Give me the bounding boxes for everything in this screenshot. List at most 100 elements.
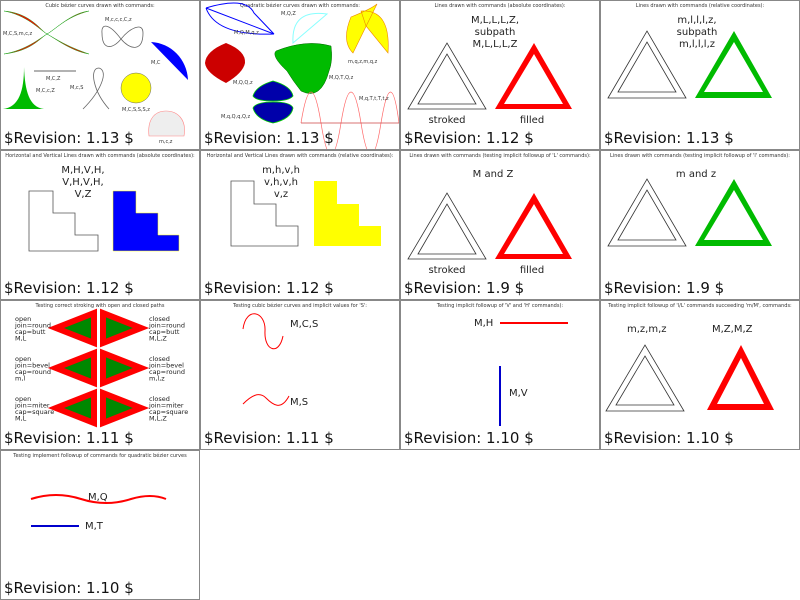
path-label: M,C,S [290,319,318,330]
stroked-triangle [607,30,687,99]
path-label: m,h,v,h [262,165,300,176]
revision-text: $Revision: 1.11 $ [4,429,134,447]
revision-text: $Revision: 1.9 $ [404,279,524,297]
curve-label: M,c,S [70,85,83,91]
curve-label: M,Q,T,Q,z [329,75,354,81]
stroked-triangle [407,42,487,110]
dome-shape [148,110,185,137]
path-label: M,L,L,L,Z, [471,15,519,26]
right-path-description: join=bevel [148,362,184,370]
path-label: M,H [474,318,493,329]
left-path-description: join=miter [14,402,50,410]
revision-text: $Revision: 1.12 $ [4,279,134,297]
filled-triangle [495,193,572,259]
filled-label: filled [520,265,544,276]
path-label: M,T [85,521,104,532]
cubic-S-drawing: Testing cubic bézier curves and implicit… [204,302,367,447]
right-path-description: closed [149,395,170,403]
cell-title: Horizontal and Vertical Lines drawn with… [207,153,394,159]
test-cell-hv-relative: Horizontal and Vertical Lines drawn with… [200,150,400,300]
curve-label: M,c,c,c,C,z [105,17,132,23]
cell-title: Lines drawn with commands (testing impli… [610,153,790,159]
right-path-description: cap=round [149,368,185,376]
quadratic-followup-drawing: Testing implement followup of commands f… [4,452,187,597]
path-label: M,V [509,388,528,399]
left-path-description: cap=round [15,368,51,376]
path-label: V,Z [75,189,92,200]
revision-text: $Revision: 1.10 $ [4,579,134,597]
cell-title: Cubic bézier curves drawn with commands: [45,2,155,9]
revision-text: $Revision: 1.13 $ [4,129,134,147]
filled-label: filled [520,115,544,126]
left-path-description: open [15,395,31,403]
lines-absolute-drawing: Lines drawn with commands (absolute coor… [404,3,572,147]
curve-label: M,Q,M,q,z [234,30,259,36]
path-label: M and Z [473,169,514,180]
test-cell-implicit-after-m: Testing implicit followup of 'l/L' comma… [600,300,800,450]
cell-title: Testing cubic bézier curves and implicit… [232,302,367,309]
curve-label: M,q,Q,q,Q,z [221,114,250,120]
path-label: subpath [677,27,718,38]
right-path-description: closed [149,315,170,323]
revision-text: $Revision: 1.12 $ [404,129,534,147]
MS-curve [242,394,290,406]
stroked-staircase [28,190,99,252]
implicit-VH-drawing: Testing implicit followup of 'V' and 'H'… [404,303,568,447]
test-cell-quadratic: Quadratic bézier curves drawn with comma… [200,0,400,150]
cubic-bezier-drawing: Cubic bézier curves drawn with commands:… [3,2,188,147]
right-path-description: closed [149,355,170,363]
right-path-description: M,L,Z [149,335,167,343]
test-cell-cubic: Cubic bézier curves drawn with commands:… [0,0,200,150]
implicit-L-drawing: Lines drawn with commands (testing impli… [404,153,591,297]
path-label: m,z,m,z [627,324,667,335]
implicit-after-m-drawing: Testing implicit followup of 'l/L' comma… [604,303,792,447]
stroked-label: stroked [428,265,465,276]
right-path-description: join=round [148,322,185,330]
path-label: m,l,l,l,z, [677,15,716,26]
left-path-description: open [15,315,31,323]
blue-segment [151,42,188,80]
stroked-triangle [407,192,487,260]
open-path-triangle [47,388,97,428]
MCS-curve [242,313,284,349]
cyan-quad [292,12,329,45]
path-label: M,Q [88,492,108,503]
path-label: M,H,V,H, [61,165,104,176]
cell-title: Lines drawn with commands (absolute coor… [434,3,565,9]
path-label: m,l,l,l,z [679,39,715,50]
yellow-quad [346,3,389,54]
curve-label: M,q,T,t,T,t,z [359,96,389,102]
cell-title: Horizontal and Vertical Lines drawn with… [5,153,195,159]
curve-label: M,C,S,S,S,z [122,107,150,113]
implicit-l-drawing: Lines drawn with commands (testing impli… [604,153,790,297]
hv-absolute-drawing: Horizontal and Vertical Lines drawn with… [4,153,195,297]
cell-title: Quadratic bézier curves drawn with comma… [240,2,360,9]
cell-title: Lines drawn with commands (testing impli… [409,153,591,159]
cell-title: Testing correct stroking with open and c… [35,303,165,309]
revision-text: $Revision: 1.10 $ [404,429,534,447]
green-blob [274,43,332,94]
path-label: v,h,v,h [264,177,298,188]
open-path-triangle [47,308,97,348]
closed-path-triangle [100,308,150,348]
left-path-description: M,L [15,335,27,343]
bowtie-shape [3,10,90,55]
cell-title: Testing implicit followup of 'V' and 'H'… [436,303,564,309]
path-label: subpath [475,27,516,38]
curve-label: M,Q,Q,z [233,80,253,86]
left-path-description: cap=square [15,408,54,416]
open-path-triangle [47,348,97,388]
loop-curve [82,67,110,110]
path-label: v,z [274,189,288,200]
right-path-description: join=miter [148,402,184,410]
revision-text: $Revision: 1.10 $ [604,429,734,447]
revision-text: $Revision: 1.12 $ [204,279,334,297]
red-blob [205,43,246,83]
quadratic-bezier-drawing: Quadratic bézier curves drawn with comma… [204,2,399,149]
filled-triangle [495,43,572,109]
filled-triangle [695,179,772,246]
yellow-circle [120,72,152,104]
test-cell-implicit-l: Lines drawn with commands (testing impli… [600,150,800,300]
path-label: m and z [676,169,716,180]
test-cell-cubic-S: Testing cubic bézier curves and implicit… [200,300,400,450]
